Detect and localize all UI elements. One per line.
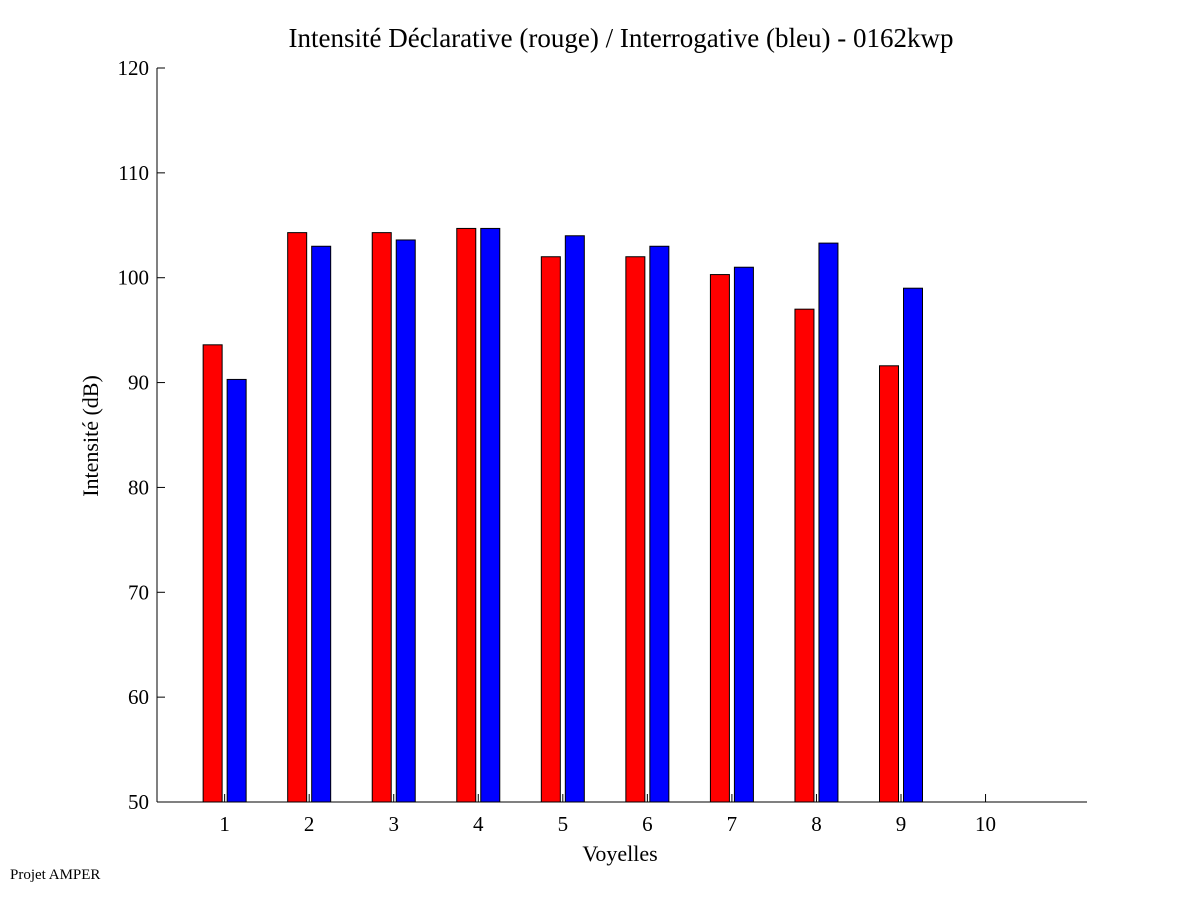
y-tick-label-50: 50 bbox=[128, 790, 149, 814]
y-tick-label-100: 100 bbox=[118, 266, 150, 290]
bar-series-2-vowel-1 bbox=[226, 378, 247, 803]
y-tick-label-60: 60 bbox=[128, 685, 149, 709]
footer-credit: Projet AMPER bbox=[10, 867, 100, 883]
y-tick-label-90: 90 bbox=[128, 371, 149, 395]
bar-series-2-vowel-5 bbox=[564, 235, 585, 803]
bar-series-2-vowel-2 bbox=[311, 245, 332, 803]
x-tick-label-5: 5 bbox=[558, 812, 569, 836]
bar-series-2-vowel-4 bbox=[480, 227, 501, 803]
x-tick-label-6: 6 bbox=[642, 812, 653, 836]
bar-series-1-vowel-3 bbox=[371, 232, 392, 803]
bar-series-1-vowel-2 bbox=[287, 232, 308, 803]
bar-series-2-vowel-3 bbox=[395, 239, 416, 803]
x-tick-label-2: 2 bbox=[304, 812, 315, 836]
y-axis-label: Intensité (dB) bbox=[78, 375, 103, 497]
x-axis-label: Voyelles bbox=[582, 841, 657, 866]
axes-layer bbox=[156, 68, 1087, 803]
bars-layer bbox=[202, 227, 923, 803]
x-tick-label-1: 1 bbox=[219, 812, 230, 836]
x-tick-label-10: 10 bbox=[975, 812, 996, 836]
y-tick-label-120: 120 bbox=[118, 56, 150, 80]
y-tick-label-110: 110 bbox=[118, 161, 149, 185]
bar-series-1-vowel-8 bbox=[794, 308, 815, 803]
bar-series-2-vowel-7 bbox=[733, 266, 754, 803]
chart-title: Intensité Déclarative (rouge) / Interrog… bbox=[289, 23, 954, 53]
bar-series-2-vowel-6 bbox=[649, 245, 670, 803]
x-tick-label-3: 3 bbox=[388, 812, 399, 836]
x-tick-label-4: 4 bbox=[473, 812, 484, 836]
bar-series-1-vowel-9 bbox=[879, 365, 899, 803]
bar-series-2-vowel-9 bbox=[903, 287, 923, 803]
bar-series-1-vowel-6 bbox=[625, 256, 646, 803]
x-tick-label-8: 8 bbox=[811, 812, 822, 836]
ticks-layer: 50 60 70 80 90 100 110 120 1 2 3 4 5 6 7 8 9 10 bbox=[118, 56, 997, 836]
bar-series-2-vowel-8 bbox=[818, 242, 839, 803]
y-tick-label-70: 70 bbox=[128, 580, 149, 604]
x-tick-label-7: 7 bbox=[727, 812, 738, 836]
bar-series-1-vowel-7 bbox=[709, 274, 730, 803]
bar-series-1-vowel-1 bbox=[202, 344, 223, 803]
x-tick-label-9: 9 bbox=[896, 812, 907, 836]
bar-series-1-vowel-4 bbox=[456, 227, 477, 803]
y-tick-label-80: 80 bbox=[128, 475, 149, 499]
bar-series-1-vowel-5 bbox=[540, 256, 561, 803]
